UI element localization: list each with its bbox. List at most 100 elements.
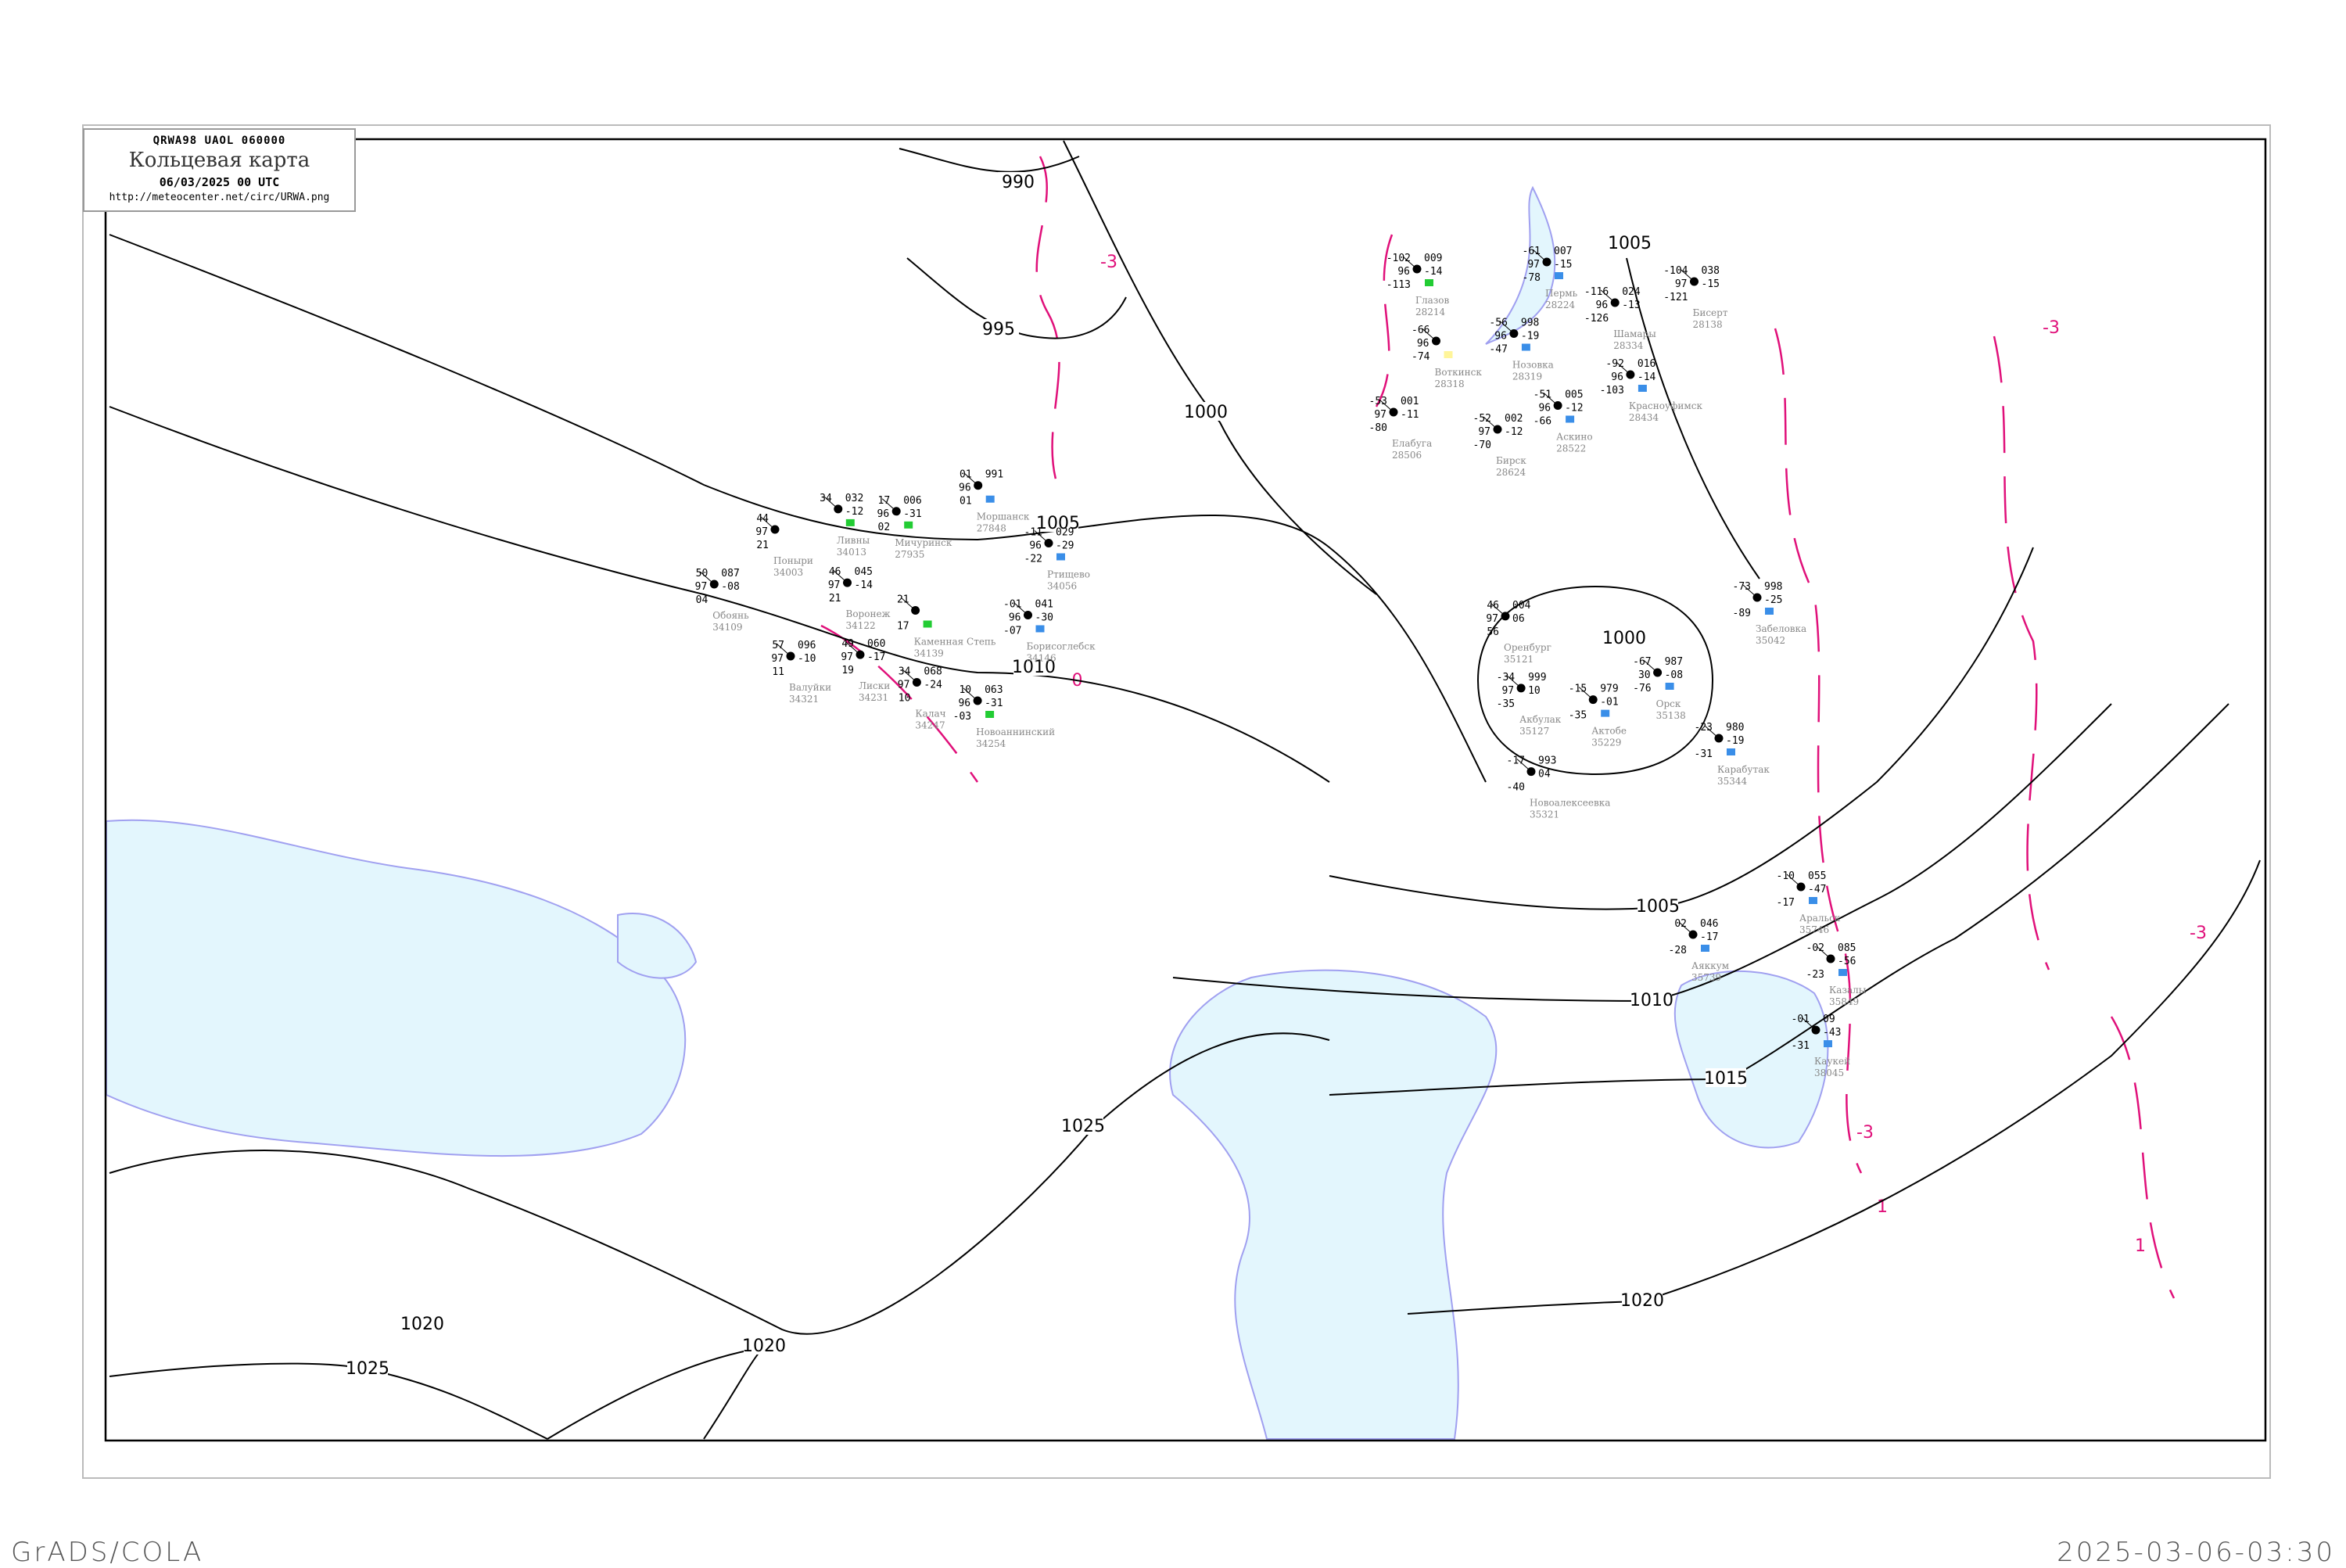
wind-barb-icon (963, 687, 978, 701)
temperature: -56 (1489, 318, 1507, 329)
temperature: 44 (756, 513, 769, 525)
visibility: 96 (877, 508, 890, 520)
dewpoint: -78 (1523, 272, 1541, 284)
station-name: Забеловка (1756, 623, 1806, 634)
dewpoint: -35 (1569, 710, 1587, 722)
wind-barb-icon (1678, 921, 1694, 935)
visibility: 97 (828, 579, 841, 591)
isobar-label: 1010 (1630, 990, 1673, 1010)
visibility: 97 (771, 653, 784, 665)
precip-marker (1601, 709, 1610, 717)
temperature: -104 (1663, 265, 1688, 277)
visibility: 97 (695, 581, 708, 593)
station-id: 35739 (1691, 972, 1721, 983)
station-name: Обоянь (712, 610, 749, 621)
temperature: 10 (959, 684, 971, 696)
temperature: -73 (1733, 581, 1751, 593)
temperature: -67 (1633, 656, 1651, 668)
wind-barb-icon (1704, 725, 1720, 739)
source-url[interactable]: http://meteocenter.net/circ/URWA.png (109, 192, 330, 203)
isobar-line (703, 1346, 765, 1440)
svg-text:990: 990 (1002, 173, 1035, 192)
temperature: -52 (1473, 413, 1491, 425)
pressure: 001 (1401, 396, 1419, 407)
isotherm-label-group: 1 (2135, 1236, 2146, 1256)
station-id: 35121 (1504, 654, 1534, 665)
temperature: -10 (1777, 870, 1795, 882)
temperature: -53 (1369, 396, 1387, 407)
wind-barb-icon (1680, 268, 1695, 282)
temperature: 02 (1674, 918, 1687, 930)
station-id: 38045 (1814, 1067, 1844, 1078)
wind-barb-icon (1742, 584, 1758, 598)
pressure: 009 (1424, 253, 1442, 264)
wind-barb-icon (1034, 530, 1049, 544)
temperature: -34 (1497, 672, 1516, 684)
wind-barb-icon (1013, 602, 1028, 615)
wind-barb-icon (833, 569, 848, 583)
pressure: 09 (1823, 1014, 1835, 1025)
wind-barb-icon (963, 472, 979, 486)
wind-barb-icon (1786, 874, 1802, 888)
station-name: Шамары (1613, 328, 1656, 339)
dewpoint: 10 (899, 693, 911, 705)
wind-barb-icon (760, 516, 776, 530)
dewpoint: -76 (1633, 683, 1651, 694)
pressure: 979 (1600, 684, 1618, 695)
wind-barb-icon (1616, 361, 1631, 375)
bulletin-code: QRWA98 UAOL 060000 (152, 135, 286, 147)
svg-text:1025: 1025 (1061, 1117, 1105, 1136)
pressure: 005 (1565, 389, 1583, 401)
pressure: 060 (867, 638, 885, 650)
pressure-tendency: -19 (1521, 331, 1539, 343)
temperature: 21 (897, 594, 909, 606)
precip-marker (1727, 748, 1735, 755)
precip-marker (1056, 553, 1065, 561)
isotherm-line (1993, 335, 2050, 971)
pressure: 002 (1505, 413, 1523, 425)
temperature: -17 (1507, 755, 1525, 767)
precip-marker (1521, 343, 1530, 351)
svg-text:1005: 1005 (1608, 234, 1652, 253)
temperature: 34 (899, 666, 911, 678)
visibility: 97 (1675, 278, 1688, 290)
isobar-label: 990 (998, 172, 1038, 192)
station-id: 28318 (1435, 379, 1465, 389)
precip-marker (1425, 279, 1433, 286)
